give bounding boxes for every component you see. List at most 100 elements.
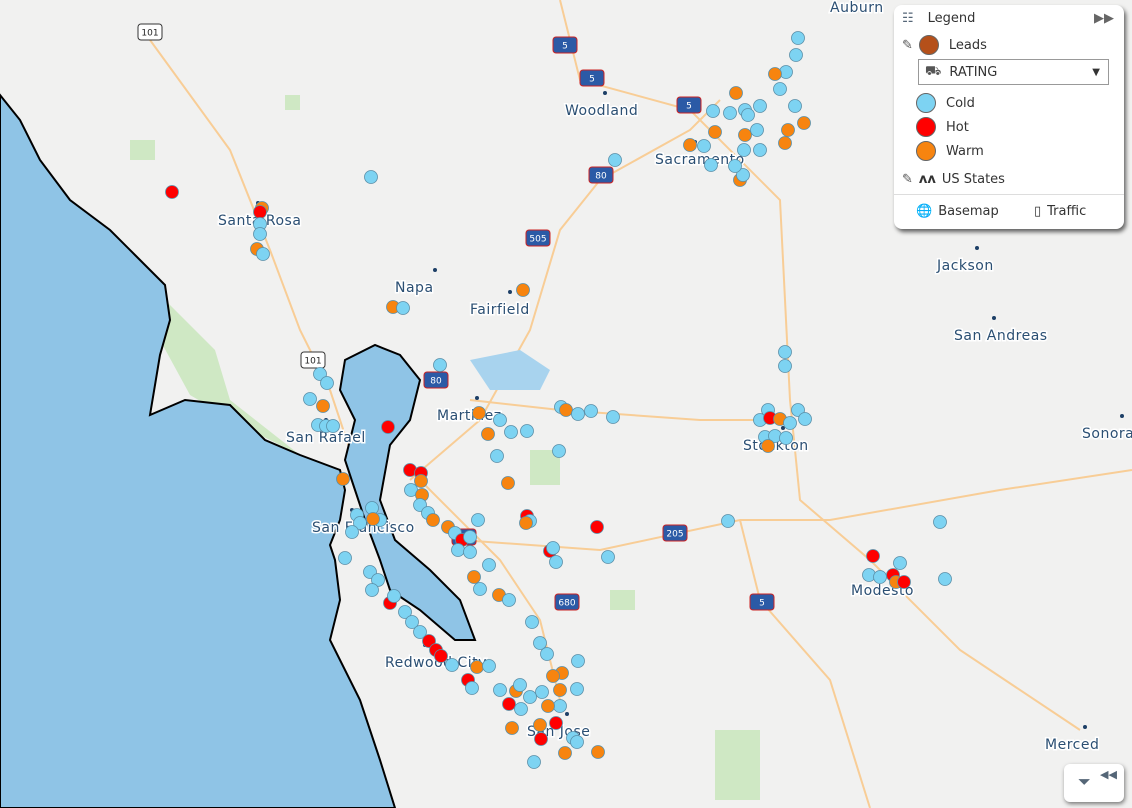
lead-marker[interactable] bbox=[465, 681, 479, 695]
lead-marker[interactable] bbox=[783, 416, 797, 430]
lead-marker[interactable] bbox=[546, 541, 560, 555]
lead-marker[interactable] bbox=[788, 99, 802, 113]
lead-marker[interactable] bbox=[482, 659, 496, 673]
lead-marker[interactable] bbox=[750, 123, 764, 137]
lead-marker[interactable] bbox=[738, 128, 752, 142]
lead-marker[interactable] bbox=[482, 558, 496, 572]
lead-marker[interactable] bbox=[590, 520, 604, 534]
lead-marker[interactable] bbox=[728, 159, 742, 173]
lead-marker[interactable] bbox=[470, 660, 484, 674]
lead-marker[interactable] bbox=[502, 593, 516, 607]
lead-marker[interactable] bbox=[571, 654, 585, 668]
legend-item[interactable]: Hot bbox=[916, 117, 969, 137]
lead-marker[interactable] bbox=[481, 427, 495, 441]
lead-marker[interactable] bbox=[467, 570, 481, 584]
lead-marker[interactable] bbox=[873, 570, 887, 584]
lead-marker[interactable] bbox=[741, 108, 755, 122]
lead-marker[interactable] bbox=[366, 512, 380, 526]
lead-marker[interactable] bbox=[549, 555, 563, 569]
lead-marker[interactable] bbox=[519, 516, 533, 530]
lead-marker[interactable] bbox=[253, 205, 267, 219]
lead-marker[interactable] bbox=[893, 556, 907, 570]
lead-marker[interactable] bbox=[463, 530, 477, 544]
lead-marker[interactable] bbox=[381, 420, 395, 434]
lead-marker[interactable] bbox=[413, 625, 427, 639]
lead-marker[interactable] bbox=[387, 589, 401, 603]
lead-marker[interactable] bbox=[938, 572, 952, 586]
lead-marker[interactable] bbox=[897, 575, 911, 589]
lead-marker[interactable] bbox=[570, 735, 584, 749]
lead-marker[interactable] bbox=[316, 399, 330, 413]
lead-marker[interactable] bbox=[472, 406, 486, 420]
lead-marker[interactable] bbox=[697, 139, 711, 153]
lead-marker[interactable] bbox=[768, 67, 782, 81]
lead-marker[interactable] bbox=[501, 476, 515, 490]
lead-marker[interactable] bbox=[525, 615, 539, 629]
lead-marker[interactable] bbox=[737, 143, 751, 157]
lead-marker[interactable] bbox=[514, 702, 528, 716]
lead-marker[interactable] bbox=[513, 678, 527, 692]
lead-marker[interactable] bbox=[165, 185, 179, 199]
lead-marker[interactable] bbox=[704, 158, 718, 172]
lead-marker[interactable] bbox=[549, 716, 563, 730]
lead-marker[interactable] bbox=[736, 168, 750, 182]
lead-marker[interactable] bbox=[338, 551, 352, 565]
lead-marker[interactable] bbox=[606, 410, 620, 424]
lead-marker[interactable] bbox=[353, 516, 367, 530]
lead-marker[interactable] bbox=[778, 345, 792, 359]
lead-marker[interactable] bbox=[706, 104, 720, 118]
legend-item[interactable]: Cold bbox=[916, 93, 975, 113]
lead-marker[interactable] bbox=[505, 721, 519, 735]
lead-marker[interactable] bbox=[533, 718, 547, 732]
lead-marker[interactable] bbox=[798, 412, 812, 426]
lead-marker[interactable] bbox=[933, 515, 947, 529]
lead-marker[interactable] bbox=[723, 106, 737, 120]
lead-marker[interactable] bbox=[516, 283, 530, 297]
lead-marker[interactable] bbox=[493, 683, 507, 697]
lead-marker[interactable] bbox=[471, 513, 485, 527]
lead-marker[interactable] bbox=[490, 449, 504, 463]
lead-marker[interactable] bbox=[558, 746, 572, 760]
lead-marker[interactable] bbox=[256, 247, 270, 261]
lead-marker[interactable] bbox=[753, 143, 767, 157]
lead-marker[interactable] bbox=[541, 699, 555, 713]
lead-marker[interactable] bbox=[601, 550, 615, 564]
lead-marker[interactable] bbox=[414, 474, 428, 488]
lead-marker[interactable] bbox=[584, 404, 598, 418]
lead-marker[interactable] bbox=[778, 359, 792, 373]
lead-marker[interactable] bbox=[570, 682, 584, 696]
lead-marker[interactable] bbox=[729, 86, 743, 100]
lead-marker[interactable] bbox=[553, 683, 567, 697]
filter-panel[interactable]: ⏷ ◀◀ bbox=[1064, 764, 1124, 802]
lead-marker[interactable] bbox=[791, 31, 805, 45]
lead-marker[interactable] bbox=[527, 755, 541, 769]
lead-marker[interactable] bbox=[445, 658, 459, 672]
lead-marker[interactable] bbox=[493, 413, 507, 427]
lead-marker[interactable] bbox=[540, 647, 554, 661]
lead-marker[interactable] bbox=[608, 153, 622, 167]
lead-marker[interactable] bbox=[473, 582, 487, 596]
collapse[interactable]: ▶▶ bbox=[1094, 11, 1114, 26]
layer-row[interactable]: ✎ Leads bbox=[902, 35, 987, 55]
lead-marker[interactable] bbox=[434, 649, 448, 663]
lead-marker[interactable] bbox=[451, 543, 465, 557]
lead-marker[interactable] bbox=[365, 583, 379, 597]
lead-marker[interactable] bbox=[773, 82, 787, 96]
lead-marker[interactable] bbox=[534, 732, 548, 746]
lead-marker[interactable] bbox=[371, 573, 385, 587]
lead-marker[interactable] bbox=[571, 407, 585, 421]
lead-marker[interactable] bbox=[797, 116, 811, 130]
lead-marker[interactable] bbox=[463, 545, 477, 559]
lead-marker[interactable] bbox=[398, 605, 412, 619]
boundary-row[interactable]: ✎ ʌʌ US States bbox=[902, 172, 1005, 187]
lead-marker[interactable] bbox=[253, 227, 267, 241]
lead-marker[interactable] bbox=[779, 431, 793, 445]
lead-marker[interactable] bbox=[520, 424, 534, 438]
lead-marker[interactable] bbox=[345, 525, 359, 539]
lead-marker[interactable] bbox=[753, 99, 767, 113]
legend-item[interactable]: Warm bbox=[916, 141, 984, 161]
lead-marker[interactable] bbox=[533, 636, 547, 650]
lead-marker[interactable] bbox=[426, 513, 440, 527]
lead-marker[interactable] bbox=[591, 745, 605, 759]
lead-marker[interactable] bbox=[433, 358, 447, 372]
